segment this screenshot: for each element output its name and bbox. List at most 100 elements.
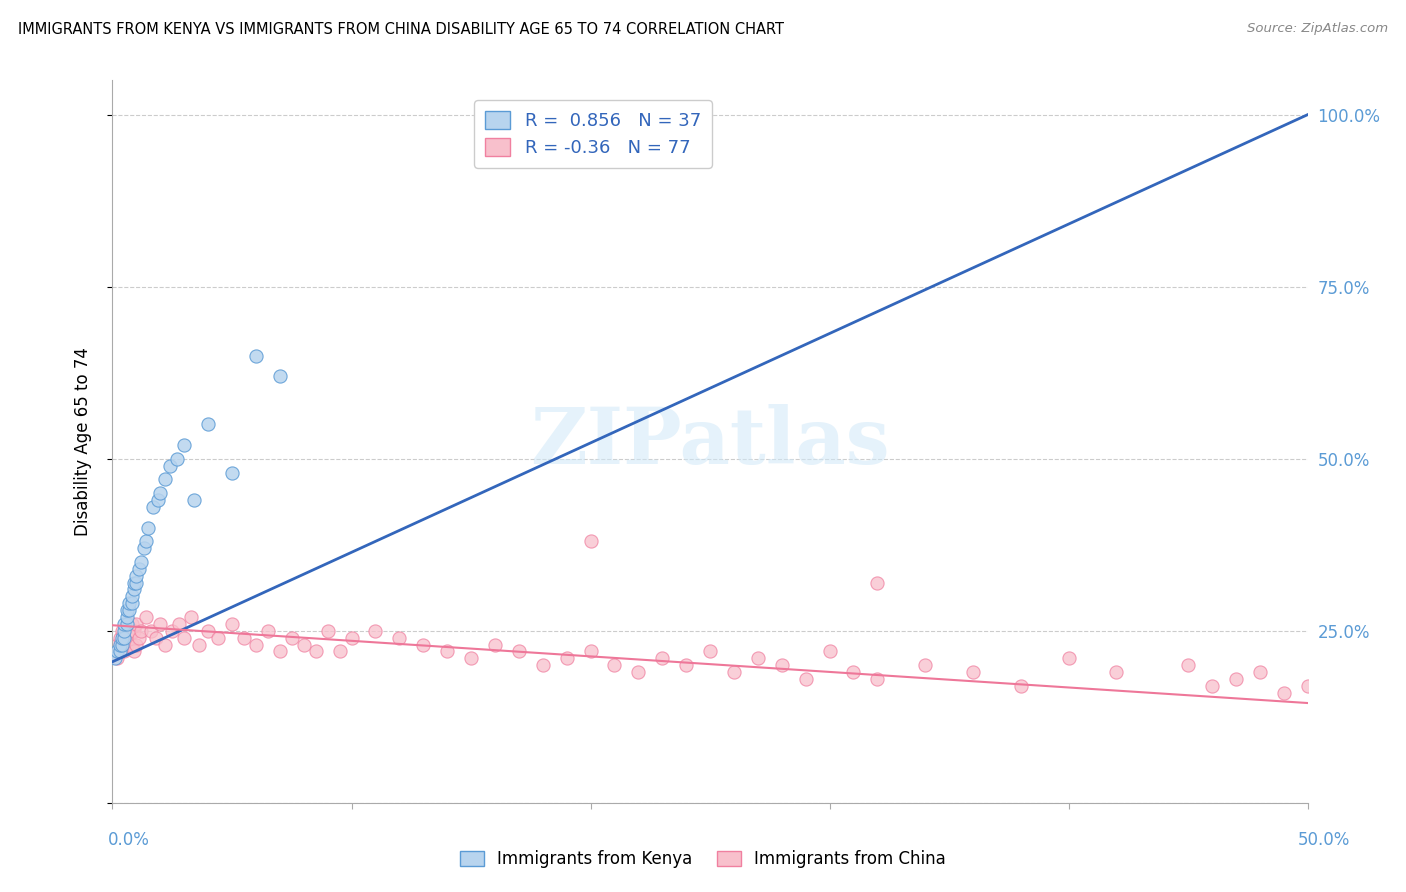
Point	[115, 638, 138, 652]
Point	[233, 631, 256, 645]
Point	[1177, 658, 1199, 673]
Point	[108, 638, 131, 652]
Point	[460, 651, 482, 665]
Point	[173, 438, 195, 452]
Point	[132, 541, 155, 556]
Point	[149, 486, 172, 500]
Point	[651, 651, 673, 665]
Point	[627, 665, 650, 679]
Text: ZIPatlas: ZIPatlas	[530, 403, 890, 480]
Point	[105, 651, 128, 665]
Point	[118, 603, 141, 617]
Point	[281, 631, 304, 645]
Point	[121, 596, 143, 610]
Point	[269, 644, 291, 658]
Point	[125, 575, 148, 590]
Point	[121, 616, 143, 631]
Point	[135, 610, 157, 624]
Text: Source: ZipAtlas.com: Source: ZipAtlas.com	[1247, 22, 1388, 36]
Point	[962, 665, 984, 679]
Point	[118, 596, 141, 610]
Point	[794, 672, 817, 686]
Point	[149, 616, 172, 631]
Point	[257, 624, 280, 638]
Point	[770, 658, 793, 673]
Point	[122, 582, 145, 597]
Point	[114, 644, 135, 658]
Point	[269, 369, 291, 384]
Point	[1105, 665, 1128, 679]
Legend: R =  0.856   N = 37, R = -0.36   N = 77: R = 0.856 N = 37, R = -0.36 N = 77	[474, 100, 711, 168]
Point	[866, 575, 889, 590]
Point	[125, 638, 148, 652]
Point	[121, 638, 143, 652]
Point	[108, 631, 131, 645]
Point	[138, 520, 160, 534]
Point	[122, 575, 145, 590]
Point	[118, 624, 141, 638]
Point	[508, 644, 530, 658]
Point	[531, 658, 554, 673]
Point	[159, 458, 181, 473]
Point	[197, 417, 219, 432]
Point	[207, 631, 229, 645]
Point	[180, 610, 202, 624]
Point	[436, 644, 458, 658]
Point	[579, 534, 602, 549]
Point	[111, 624, 134, 638]
Point	[104, 644, 127, 658]
Point	[364, 624, 387, 638]
Point	[153, 638, 176, 652]
Point	[305, 644, 328, 658]
Point	[139, 624, 162, 638]
Point	[484, 638, 506, 652]
Point	[114, 624, 135, 638]
Point	[108, 644, 131, 658]
Point	[603, 658, 626, 673]
Point	[162, 624, 183, 638]
Legend: Immigrants from Kenya, Immigrants from China: Immigrants from Kenya, Immigrants from C…	[454, 844, 952, 875]
Point	[866, 672, 889, 686]
Point	[1225, 672, 1247, 686]
Point	[818, 644, 841, 658]
Point	[125, 568, 148, 582]
Point	[292, 638, 315, 652]
Point	[111, 638, 134, 652]
Point	[115, 610, 138, 624]
Point	[135, 534, 157, 549]
Point	[111, 631, 134, 645]
Text: 0.0%: 0.0%	[108, 831, 150, 849]
Point	[111, 638, 134, 652]
Point	[166, 451, 188, 466]
Point	[173, 631, 195, 645]
Point	[1296, 679, 1319, 693]
Point	[221, 466, 243, 480]
Point	[129, 555, 152, 569]
Point	[169, 616, 191, 631]
Point	[1249, 665, 1271, 679]
Point	[245, 638, 267, 652]
Point	[699, 644, 721, 658]
Point	[153, 472, 176, 486]
Point	[340, 631, 363, 645]
Point	[187, 638, 209, 652]
Point	[122, 624, 145, 638]
Point	[114, 631, 135, 645]
Point	[142, 500, 165, 514]
Point	[114, 631, 135, 645]
Point	[197, 624, 219, 638]
Point	[1057, 651, 1080, 665]
Point	[118, 631, 141, 645]
Point	[1201, 679, 1223, 693]
Point	[115, 616, 138, 631]
Point	[183, 493, 205, 508]
Point	[128, 562, 150, 576]
Text: 50.0%: 50.0%	[1298, 831, 1350, 849]
Point	[121, 590, 143, 604]
Point	[145, 631, 167, 645]
Point	[221, 616, 243, 631]
Y-axis label: Disability Age 65 to 74: Disability Age 65 to 74	[73, 347, 91, 536]
Point	[842, 665, 865, 679]
Point	[245, 349, 267, 363]
Point	[675, 658, 697, 673]
